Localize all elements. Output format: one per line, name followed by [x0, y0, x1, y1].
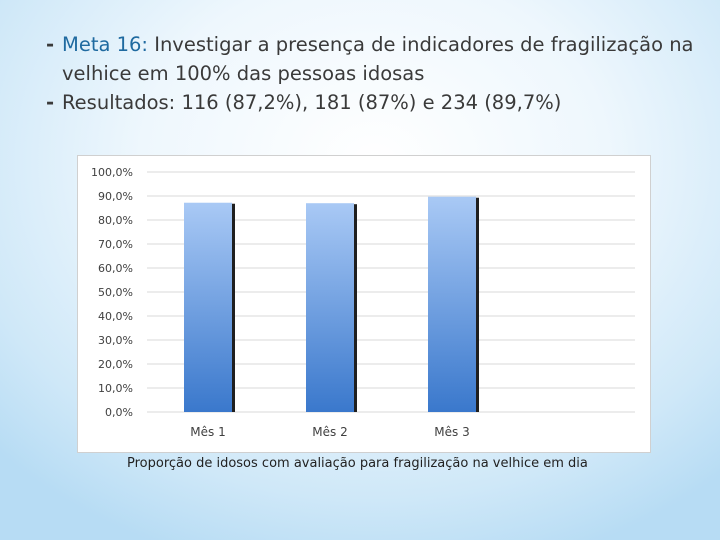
bullet-meta: - Meta 16: Investigar a presença de indic… — [46, 30, 706, 88]
bars — [184, 196, 479, 412]
y-tick-label: 100,0% — [91, 166, 133, 179]
bullet-dash: - — [46, 33, 55, 56]
bar — [184, 202, 232, 412]
y-tick-label: 30,0% — [98, 334, 133, 347]
y-axis-ticks: 0,0% 10,0% 20,0% 30,0% 40,0% 50,0% 60,0% 70,0% 8… — [91, 166, 133, 419]
y-tick-label: 70,0% — [98, 238, 133, 251]
y-tick-label: 40,0% — [98, 310, 133, 323]
y-tick-label: 0,0% — [105, 406, 133, 419]
meta-label: Meta 16: — [62, 33, 148, 56]
chart-caption: Proporção de idosos com avaliação para f… — [127, 456, 588, 471]
y-tick-label: 60,0% — [98, 262, 133, 275]
y-tick-label: 10,0% — [98, 382, 133, 395]
bar — [306, 203, 354, 412]
x-category-label: Mês 3 — [434, 425, 469, 439]
meta-text: Investigar a presença de indicadores de … — [62, 33, 694, 85]
bullet-list: - Meta 16: Investigar a presença de indic… — [46, 30, 706, 117]
y-tick-label: 90,0% — [98, 190, 133, 203]
bar-chart: 0,0% 10,0% 20,0% 30,0% 40,0% 50,0% 60,0% 70,0% 8… — [91, 166, 635, 439]
chart-container: 0,0% 10,0% 20,0% 30,0% 40,0% 50,0% 60,0% 70,0% 8… — [77, 155, 651, 453]
results-text: Resultados: 116 (87,2%), 181 (87%) e 234… — [62, 91, 562, 114]
bar — [428, 196, 476, 412]
x-category-label: Mês 2 — [312, 425, 347, 439]
x-category-label: Mês 1 — [190, 425, 225, 439]
y-tick-label: 50,0% — [98, 286, 133, 299]
y-tick-label: 20,0% — [98, 358, 133, 371]
x-axis-categories: Mês 1 Mês 2 Mês 3 — [190, 425, 469, 439]
bullet-dash: - — [46, 91, 55, 114]
bullet-results: - Resultados: 116 (87,2%), 181 (87%) e 23… — [46, 88, 706, 117]
y-tick-label: 80,0% — [98, 214, 133, 227]
